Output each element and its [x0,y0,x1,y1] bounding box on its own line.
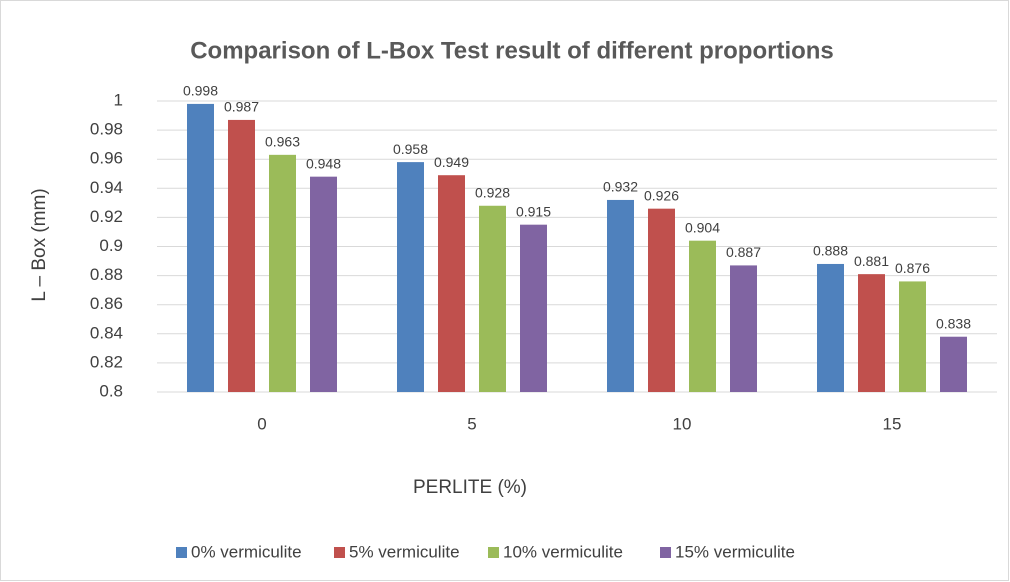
bar [940,336,967,392]
y-tick-label: 0.88 [90,265,123,284]
data-label: 0.888 [813,243,848,259]
legend-swatch [334,547,345,558]
legend-label: 15% vermiculite [675,542,795,561]
y-tick-label: 0.9 [99,236,123,255]
legend-swatch [660,547,671,558]
data-label: 0.963 [265,134,300,150]
y-tick-label: 0.82 [90,352,123,371]
y-tick-label: 0.8 [99,381,123,400]
bar [689,240,716,392]
y-tick-label: 0.86 [90,294,123,313]
data-label: 0.915 [516,203,551,219]
bar [899,281,926,392]
legend-swatch [176,547,187,558]
x-tick-label: 15 [883,414,902,433]
data-label: 0.948 [306,155,341,171]
bar [310,176,337,392]
data-label: 0.998 [183,83,218,99]
y-tick-label: 0.98 [90,120,123,139]
data-label: 0.904 [685,219,720,235]
bar [397,162,424,392]
bar [269,154,296,392]
y-axis-label: L – Box (mm) [29,188,50,301]
chart-title: Comparison of L-Box Test result of diffe… [190,37,834,64]
data-label: 0.876 [895,260,930,276]
bar [648,208,675,392]
data-label: 0.887 [726,244,761,260]
bar [858,274,885,392]
x-axis-label: PERLITE (%) [413,477,527,498]
legend-swatch [488,547,499,558]
data-label: 0.958 [393,141,428,157]
y-tick-label: 0.84 [90,323,123,342]
x-tick-label: 10 [673,414,692,433]
bar [730,265,757,392]
data-label: 0.949 [434,154,469,170]
y-tick-label: 0.94 [90,178,123,197]
x-tick-label: 0 [257,414,266,433]
bar [187,103,214,392]
bar [520,224,547,392]
y-tick-label: 0.96 [90,149,123,168]
x-tick-label: 5 [467,414,476,433]
bar [817,263,844,392]
data-label: 0.987 [224,99,259,115]
legend-label: 10% vermiculite [503,542,623,561]
bar [607,199,634,392]
y-tick-label: 0.92 [90,207,123,226]
bar [479,205,506,392]
legend-label: 0% vermiculite [191,542,302,561]
data-label: 0.932 [603,179,638,195]
legend-label: 5% vermiculite [349,542,460,561]
data-label: 0.838 [936,315,971,331]
data-label: 0.926 [644,187,679,203]
data-label: 0.928 [475,184,510,200]
bar [438,175,465,392]
data-label: 0.881 [854,253,889,269]
bar [228,119,255,392]
y-tick-label: 1 [114,90,123,109]
